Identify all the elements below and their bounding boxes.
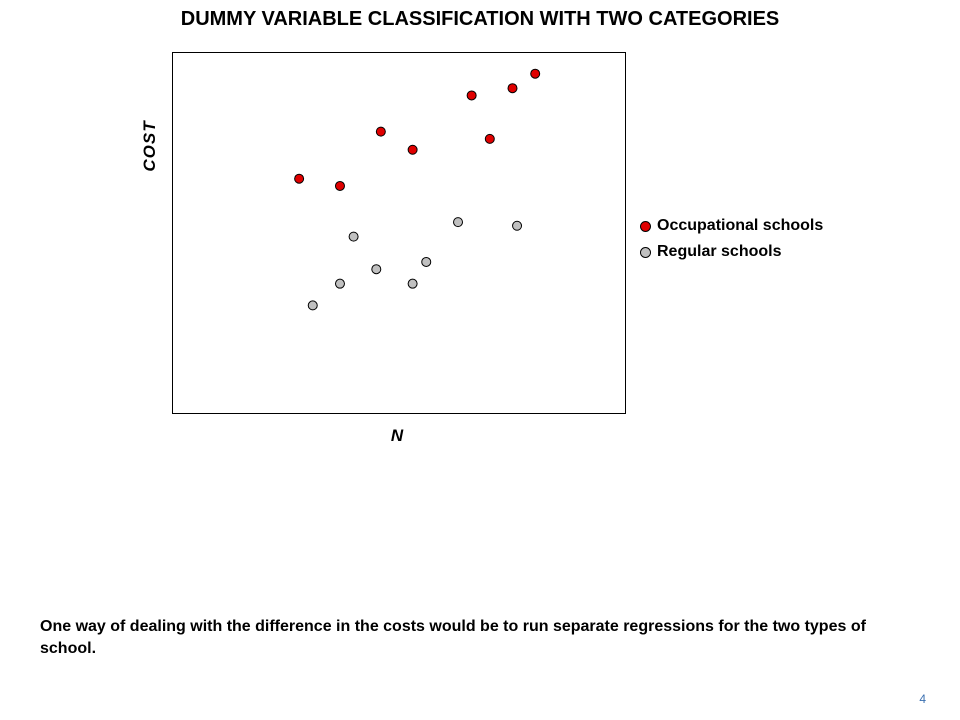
slide-caption: One way of dealing with the difference i… (40, 618, 866, 657)
point-occupational-5 (466, 90, 477, 101)
legend-marker-occupational (640, 220, 651, 232)
point-regular-1 (307, 300, 318, 311)
legend: Occupational schools Regular schools (640, 213, 823, 265)
legend-label-occupational: Occupational schools (657, 217, 824, 234)
point-regular-3 (348, 231, 359, 242)
point-occupational-7 (507, 83, 518, 94)
x-axis-label: N (390, 426, 404, 445)
point-regular-8 (512, 220, 523, 231)
point-regular-5 (407, 278, 418, 289)
point-occupational-4 (407, 144, 418, 155)
point-occupational-3 (375, 126, 386, 137)
legend-marker-regular (640, 246, 651, 258)
point-occupational-1 (294, 173, 305, 184)
legend-item-regular: Regular schools (640, 239, 823, 265)
point-occupational-2 (334, 180, 345, 191)
plot-area (172, 52, 626, 414)
point-occupational-6 (484, 133, 495, 144)
page-number: 4 (919, 692, 926, 706)
point-regular-6 (421, 256, 432, 267)
point-regular-2 (334, 278, 345, 289)
chart-title: DUMMY VARIABLE CLASSIFICATION WITH TWO C… (180, 8, 780, 30)
legend-label-regular: Regular schools (657, 243, 782, 260)
legend-item-occupational: Occupational schools (640, 213, 823, 239)
point-regular-4 (371, 264, 382, 275)
point-regular-7 (453, 217, 464, 228)
point-occupational-8 (530, 68, 541, 79)
